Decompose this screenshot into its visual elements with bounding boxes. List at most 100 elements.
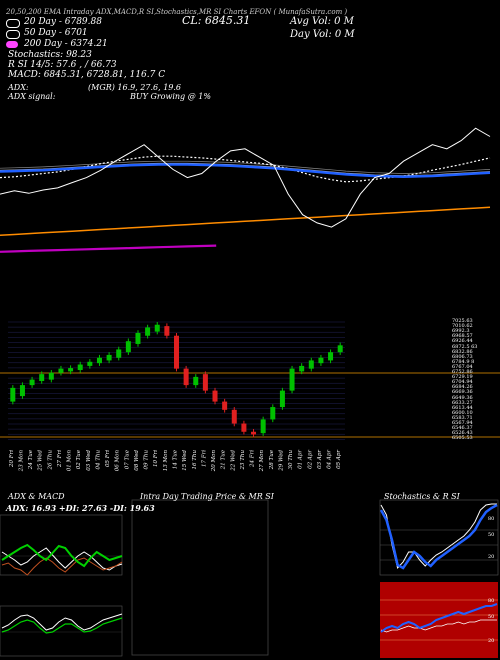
candle-body xyxy=(154,324,160,332)
plus-di-line xyxy=(1,543,123,568)
candle-body xyxy=(135,332,141,344)
adx-line xyxy=(1,547,123,571)
date-tick-label: 29 Wed xyxy=(278,450,284,472)
avg-vol-value: Avg Vol: 0 M xyxy=(290,16,354,27)
date-tick-label: 23 Mon xyxy=(18,450,24,473)
adx-lines xyxy=(1,543,123,634)
candle-body xyxy=(231,409,237,424)
price-tick-label: 6600.10 xyxy=(452,409,473,416)
stoch-value: Stochastics: 98.23 xyxy=(8,50,92,60)
candle-body xyxy=(318,357,324,364)
stoch-d-line xyxy=(380,503,497,570)
price-tick-label: 6583.71 xyxy=(452,414,473,421)
date-tick-label: 25 Wed xyxy=(38,450,44,472)
candle-body xyxy=(145,327,151,336)
candle-body xyxy=(87,361,93,366)
price-tick-label: 6752.86 xyxy=(452,369,473,375)
date-tick-label: 26 Thu xyxy=(47,450,53,471)
macd-value: MACD: 6845.31, 6728.81, 116.7 C xyxy=(8,70,166,80)
adx-panel-title: ADX & MACD xyxy=(8,492,65,501)
candle-body xyxy=(39,374,45,381)
rsi-lines xyxy=(380,603,498,633)
price-tick-label: 6526.43 xyxy=(452,430,473,437)
price-tick-label: 6872.5 63 xyxy=(452,343,478,350)
date-tick-label: 01 Apr xyxy=(298,450,304,469)
candle-body xyxy=(270,407,276,420)
date-tick-label: 30 Thu xyxy=(288,450,294,470)
date-tick-label: 09 Thu xyxy=(144,450,150,470)
price-tick-label: 6669.36 xyxy=(452,389,473,396)
price-tick-label: 6806.73 xyxy=(452,353,473,360)
ema200-line xyxy=(0,206,491,237)
date-tick-label: 24 Fri xyxy=(250,450,256,468)
price-tick-label: 6684.26 xyxy=(452,384,473,391)
indicator-panels xyxy=(0,499,499,658)
candle-body xyxy=(193,376,199,386)
date-tick-label: 10 Fri xyxy=(153,450,159,467)
header-top-line: 20,50,200 EMA Intraday ADX,MACD,R SI,Sto… xyxy=(6,8,348,16)
ema200-label: 200 Day - 6374.21 xyxy=(24,39,108,49)
date-tick-label: 04 Apr xyxy=(327,450,333,469)
date-tick-label: 15 Wed xyxy=(182,450,188,471)
candle-body xyxy=(77,364,83,371)
price-tick-label: 6505.53 xyxy=(452,435,473,442)
price-tick-label: 7025.63 xyxy=(452,318,473,324)
date-tick-label: 06 Mon xyxy=(115,450,121,472)
macd-panel xyxy=(0,605,123,657)
candle-body xyxy=(10,387,16,402)
stoch-panel-title: Stochastics & R SI xyxy=(384,492,460,501)
stoch-axis-mark: 50 xyxy=(488,532,495,538)
rsi-axis-mark: 50 xyxy=(488,614,495,620)
close-value: CL: 6845.31 xyxy=(182,14,251,27)
price-tick-label: 6832.86 xyxy=(452,348,473,355)
candle-body xyxy=(164,326,170,336)
date-tick-label: 05 Fri xyxy=(105,450,111,467)
date-tick-label: 03 Wed xyxy=(86,450,92,471)
stochastics-lines xyxy=(379,503,498,570)
price-tick-label: 6633.27 xyxy=(452,399,473,406)
candle-body xyxy=(308,360,314,369)
candle-body xyxy=(222,401,228,410)
price-tick-label: 7010.62 xyxy=(452,323,473,330)
rsi-blue-line xyxy=(380,603,498,633)
candle-body xyxy=(183,368,189,386)
candle-body xyxy=(299,365,305,372)
date-tick-label: 07 Tue xyxy=(124,449,130,469)
candle-body xyxy=(260,419,266,434)
candle-body xyxy=(328,352,334,361)
adx-label: ADX: xyxy=(8,83,29,92)
candle-body xyxy=(212,390,218,402)
ema-overlay xyxy=(0,127,491,253)
date-tick-label: 20 Mon xyxy=(211,450,217,473)
candle-body xyxy=(116,349,122,358)
candle-body xyxy=(337,345,343,353)
candle-body xyxy=(58,368,64,373)
date-tick-label: 02 Apr xyxy=(307,450,313,469)
price-tick-label: 6613.44 xyxy=(452,404,473,411)
date-tick-label: 21 Tue xyxy=(221,449,227,470)
candle-body xyxy=(279,390,285,408)
date-tick-label: 02 Tue xyxy=(76,449,82,469)
date-tick-label: 24 Tue xyxy=(28,449,34,470)
rsi-axis-mark: 20 xyxy=(488,638,495,644)
price-tick-label: 6926.44 xyxy=(452,338,473,345)
date-tick-label: 22 Wed xyxy=(230,450,236,472)
price-tick-label: 6968.57 xyxy=(452,333,473,340)
adx-signal-value: BUY Growing @ 1% xyxy=(130,92,211,101)
stoch-axis-mark: 80 xyxy=(488,516,495,522)
stoch-axis-mark: 20 xyxy=(488,554,495,560)
minus-di-line xyxy=(1,557,123,576)
price-tick-label: 6704.94 xyxy=(452,379,473,386)
price-tick-label: 6546.37 xyxy=(452,425,473,432)
close-line xyxy=(0,127,491,228)
ema50-line xyxy=(0,163,491,179)
macd-line xyxy=(1,613,123,631)
date-tick-label: 13 Mon xyxy=(163,450,169,472)
candle-body xyxy=(251,431,257,435)
ema20-line xyxy=(0,155,491,183)
date-tick-label: 03 Apr xyxy=(317,450,323,469)
candle-body xyxy=(241,423,247,432)
candle-body xyxy=(125,341,131,353)
candle-body xyxy=(29,379,35,386)
